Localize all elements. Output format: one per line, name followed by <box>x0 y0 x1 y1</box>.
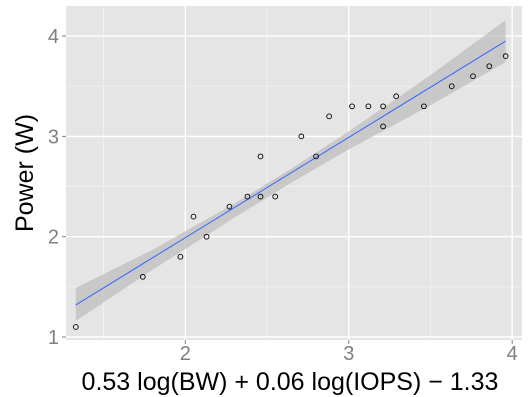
y-tick-label: 2 <box>48 227 59 249</box>
data-point <box>326 113 332 120</box>
data-point <box>244 193 251 200</box>
data-points <box>72 53 509 330</box>
y-axis-title: Power (W) <box>11 114 39 232</box>
data-point <box>448 83 455 90</box>
y-tick-label: 1 <box>48 327 59 349</box>
data-point <box>139 273 146 280</box>
data-point <box>365 103 372 110</box>
y-tick-label: 4 <box>48 26 59 48</box>
data-point <box>313 153 319 160</box>
data-point <box>380 123 386 130</box>
regression-line <box>75 40 506 306</box>
major-gridlines <box>66 6 522 340</box>
data-point <box>298 133 305 140</box>
x-tick-label: 4 <box>507 343 518 365</box>
data-point <box>72 324 79 330</box>
data-point <box>421 103 427 110</box>
y-axis-ticks: 1 2 3 4 <box>48 26 66 349</box>
data-point <box>203 233 210 240</box>
x-axis-title: 0.53 log(BW) + 0.06 log(IOPS) − 1.33 <box>82 368 499 396</box>
data-point <box>272 193 279 200</box>
data-point <box>226 203 233 210</box>
data-point <box>177 253 184 260</box>
data-point <box>502 53 509 60</box>
data-point <box>257 153 264 160</box>
data-point <box>380 103 386 110</box>
data-point <box>393 93 400 100</box>
data-point <box>190 213 197 220</box>
x-axis-ticks: 2 3 4 <box>180 340 518 365</box>
data-point <box>257 193 264 200</box>
x-tick-label: 3 <box>343 343 354 365</box>
data-point <box>470 73 476 80</box>
x-tick-label: 2 <box>180 343 191 365</box>
y-tick-label: 3 <box>48 126 59 148</box>
data-point <box>349 103 355 110</box>
confidence-band <box>75 20 506 321</box>
data-point <box>486 63 493 70</box>
